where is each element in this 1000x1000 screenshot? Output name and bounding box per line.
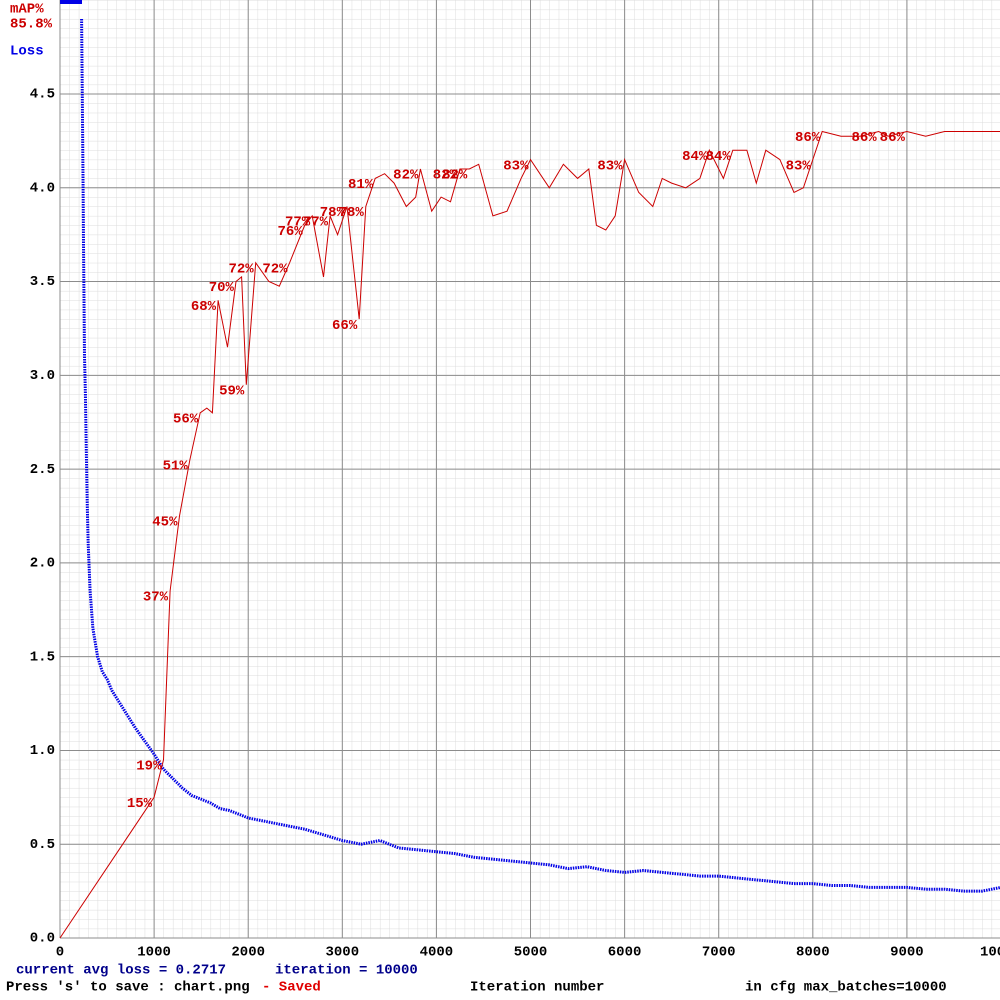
value-label: 70% [209, 280, 235, 296]
value-label: 51% [163, 458, 189, 474]
value-label: 86% [851, 130, 877, 146]
value-label: 82% [442, 168, 468, 184]
x-tick-label: 4000 [420, 945, 454, 961]
saved: - Saved [262, 980, 321, 996]
y-tick-label: 1.5 [30, 649, 55, 665]
value-label: 77% [303, 215, 329, 231]
value-label: 19% [136, 759, 162, 775]
value-label: 82% [433, 168, 459, 184]
y-tick-label: 0.5 [30, 837, 55, 853]
legend-map: mAP% [10, 2, 44, 18]
value-label: 68% [191, 299, 217, 315]
value-label: 37% [143, 590, 169, 606]
x-axis-label: Iteration number [470, 980, 604, 996]
x-tick-label: 10000 [980, 945, 1000, 961]
value-label: 82% [393, 168, 419, 184]
y-tick-label: 4.5 [30, 87, 55, 103]
value-label: 66% [332, 318, 358, 334]
series-line [59, 130, 1000, 939]
value-label: 86% [880, 130, 906, 146]
value-label: 83% [597, 158, 623, 174]
x-tick-label: 6000 [608, 945, 642, 961]
value-label: 45% [152, 515, 178, 531]
x-tick-label: 0 [56, 945, 64, 961]
avg-loss: current avg loss = 0.2717 [16, 963, 226, 979]
y-tick-label: 3.5 [30, 274, 55, 290]
value-label: 77% [285, 215, 311, 231]
value-label: 72% [262, 261, 288, 277]
y-tick-label: 2.5 [30, 462, 55, 478]
value-label: 78% [320, 205, 346, 221]
y-tick-label: 3.0 [30, 368, 55, 384]
max-batches: in cfg max_batches=10000 [745, 980, 947, 996]
x-tick-label: 1000 [137, 945, 171, 961]
value-label: 15% [127, 796, 153, 812]
value-label: 83% [786, 158, 812, 174]
x-tick-label: 7000 [702, 945, 736, 961]
x-tick-label: 8000 [796, 945, 830, 961]
value-label: 84% [706, 149, 732, 165]
x-tick-label: 2000 [231, 945, 265, 961]
value-label: 78% [339, 205, 365, 221]
indicator [60, 0, 82, 4]
value-label: 72% [229, 261, 255, 277]
best-map: 85.8% [10, 17, 53, 33]
x-tick-label: 3000 [325, 945, 359, 961]
y-tick-label: 1.0 [30, 743, 55, 759]
legend-loss: Loss [10, 44, 44, 60]
save-hint: Press 's' to save : chart.png [6, 980, 250, 996]
x-tick-label: 5000 [514, 945, 548, 961]
value-label: 84% [682, 149, 708, 165]
value-label: 83% [503, 158, 529, 174]
iteration: iteration = 10000 [275, 963, 418, 979]
value-label: 86% [795, 130, 821, 146]
y-tick-label: 0.0 [30, 931, 55, 947]
value-label: 76% [277, 224, 303, 240]
series-line [80, 18, 1000, 893]
value-label: 56% [173, 412, 199, 428]
y-tick-label: 4.0 [30, 180, 55, 196]
value-label: 59% [219, 383, 245, 399]
x-tick-label: 9000 [890, 945, 924, 961]
y-tick-label: 2.0 [30, 556, 55, 572]
value-label: 81% [348, 177, 374, 193]
